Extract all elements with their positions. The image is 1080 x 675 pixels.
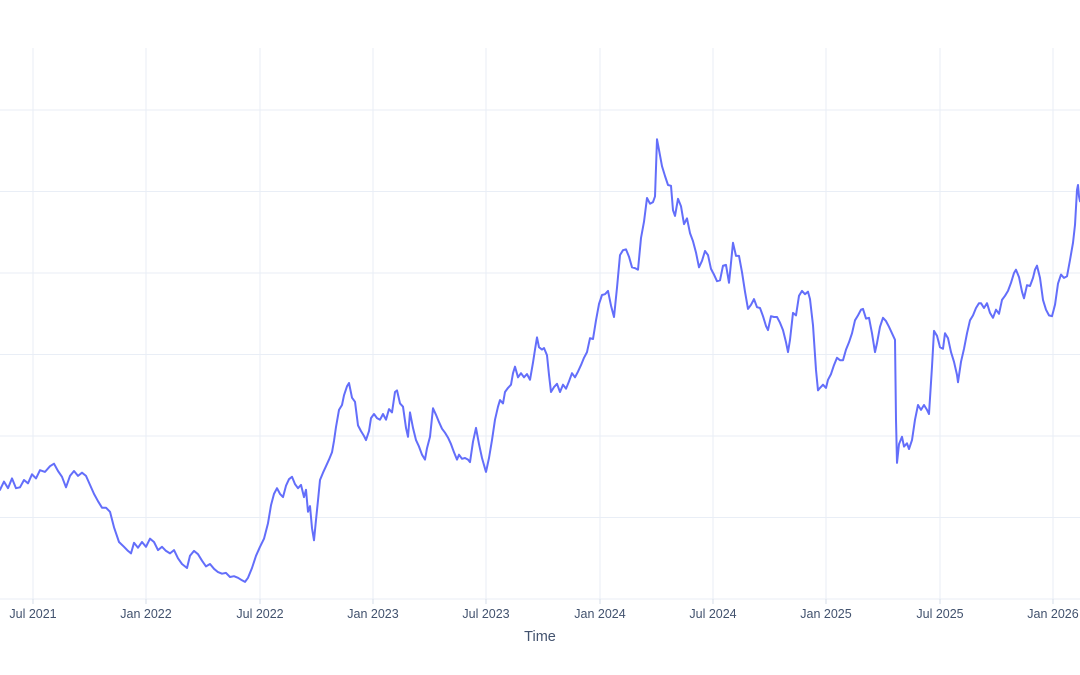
x-tick-label: Jan 2025 <box>800 607 852 621</box>
x-tick-label: Jan 2024 <box>574 607 626 621</box>
x-tick-label: Jul 2022 <box>236 607 284 621</box>
x-axis-title: Time <box>524 629 556 645</box>
series-line <box>0 138 1080 583</box>
x-tick-label: Jan 2023 <box>347 607 399 621</box>
x-tick-label: Jul 2021 <box>9 607 57 621</box>
x-tick-label: Jul 2023 <box>462 607 510 621</box>
x-tick-label: Jan 2022 <box>120 607 172 621</box>
x-tick-label: Jan 2026 <box>1027 607 1079 621</box>
x-tick-label: Jul 2024 <box>689 607 737 621</box>
x-tick-label: Jul 2025 <box>916 607 964 621</box>
